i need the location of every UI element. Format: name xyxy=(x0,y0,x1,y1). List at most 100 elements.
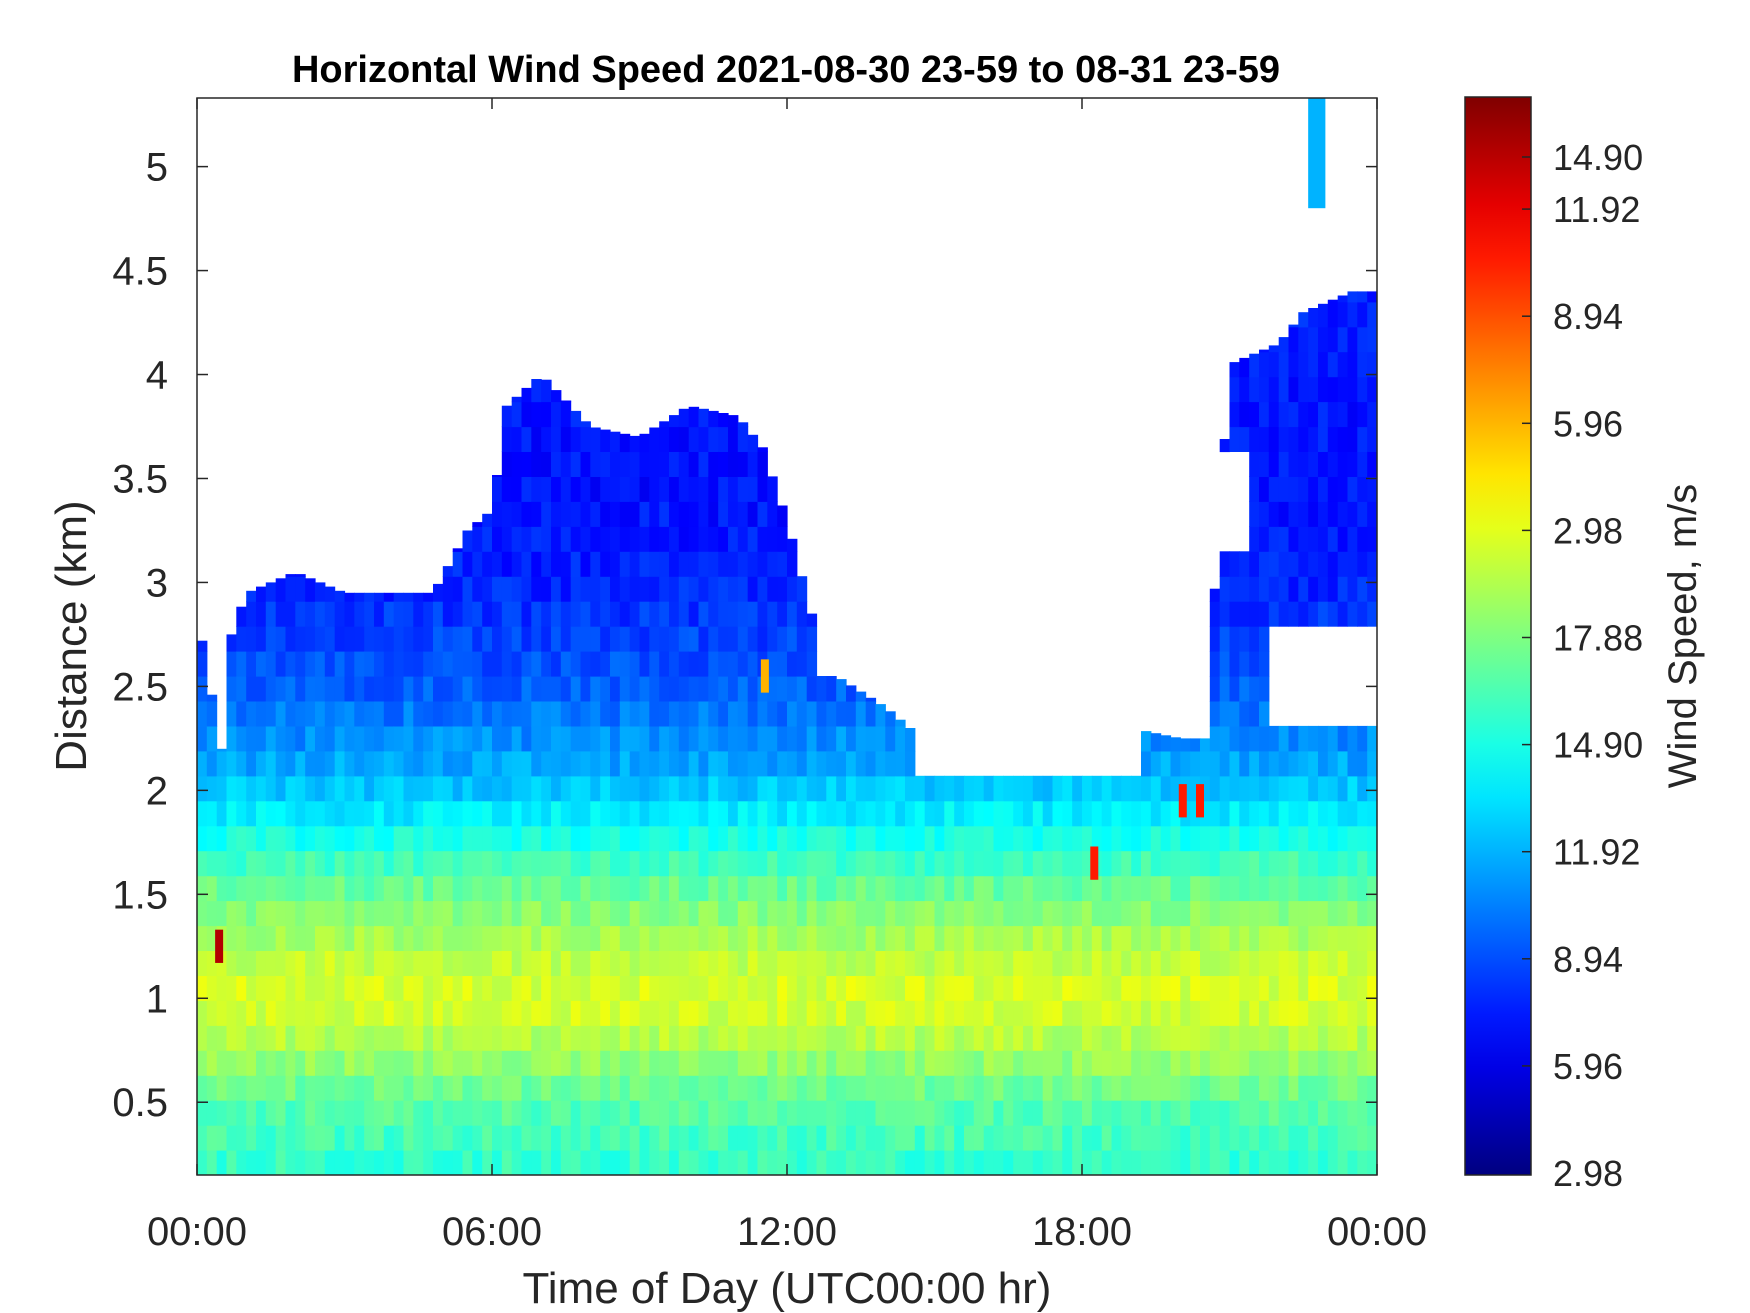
heatmap-cell xyxy=(1229,975,1240,1001)
heatmap-cell xyxy=(236,626,247,652)
heatmap-cell xyxy=(521,1100,532,1126)
heatmap-cell xyxy=(236,701,247,727)
heatmap-cell xyxy=(767,975,778,1001)
heatmap-cell xyxy=(482,1150,493,1175)
heatmap-cell xyxy=(1259,825,1270,852)
heatmap-cell xyxy=(767,800,778,827)
heatmap-cell xyxy=(669,1075,680,1101)
heatmap-cell xyxy=(570,601,582,627)
heatmap-cell xyxy=(728,626,739,652)
heatmap-cell xyxy=(836,875,847,902)
heatmap-cell xyxy=(324,651,336,677)
heatmap-cell xyxy=(1101,900,1113,927)
heatmap-cell xyxy=(1141,750,1152,777)
heatmap-cell xyxy=(531,725,542,752)
heatmap-cell xyxy=(531,750,542,777)
heatmap-cell xyxy=(1327,451,1339,477)
heatmap-cell xyxy=(698,975,709,1001)
heatmap-cell xyxy=(383,850,395,877)
heatmap-cell xyxy=(1180,738,1191,752)
heatmap-cell xyxy=(895,875,906,902)
heatmap-cell xyxy=(669,601,680,627)
heatmap-cell xyxy=(846,950,857,976)
heatmap-cell xyxy=(541,501,552,527)
heatmap-cell xyxy=(1091,1125,1103,1151)
heatmap-cell xyxy=(452,900,464,927)
heatmap-cell xyxy=(1298,800,1309,827)
heatmap-cell xyxy=(452,676,464,702)
heatmap-cell xyxy=(197,1150,208,1175)
heatmap-cell xyxy=(501,601,513,627)
heatmap-cell xyxy=(708,725,719,752)
heatmap-cell xyxy=(462,551,473,577)
heatmap-cell xyxy=(1023,800,1034,827)
heatmap-cell xyxy=(954,1000,965,1026)
heatmap-cell xyxy=(1229,651,1240,677)
heatmap-cell xyxy=(344,1100,355,1126)
heatmap-cell xyxy=(383,701,395,727)
heatmap-cell xyxy=(492,475,503,477)
heatmap-cell xyxy=(1288,324,1299,328)
heatmap-cell xyxy=(423,1150,434,1175)
heatmap-cell xyxy=(718,1075,729,1101)
heatmap-cell xyxy=(728,1100,739,1126)
heatmap-cell xyxy=(846,750,857,777)
heatmap-cell xyxy=(1190,825,1201,852)
heatmap-cell xyxy=(462,530,473,552)
heatmap-cell xyxy=(1357,850,1368,877)
heatmap-cell xyxy=(1150,825,1162,852)
heatmap-cell xyxy=(1042,1025,1054,1051)
heatmap-cell xyxy=(324,925,336,951)
heatmap-cell xyxy=(246,925,257,951)
heatmap-cell xyxy=(1327,875,1339,902)
heatmap-cell xyxy=(344,800,355,827)
heatmap-cell xyxy=(482,900,493,927)
heatmap-cell xyxy=(344,1000,355,1026)
heatmap-cell xyxy=(1121,925,1132,951)
heatmap-cell xyxy=(1288,875,1299,902)
heatmap-cell xyxy=(698,1150,709,1175)
heatmap-cell xyxy=(1180,1050,1191,1076)
heatmap-cell xyxy=(1003,1025,1014,1051)
heatmap-cell xyxy=(1121,800,1132,827)
heatmap-cell xyxy=(1239,950,1250,976)
heatmap-cell xyxy=(895,1075,906,1101)
heatmap-cell xyxy=(1268,950,1280,976)
heatmap-cell xyxy=(442,725,454,752)
heatmap-cell xyxy=(197,640,208,652)
heatmap-cell xyxy=(1318,1000,1329,1026)
heatmap-cell xyxy=(1367,900,1377,927)
heatmap-cell xyxy=(226,1150,237,1175)
heatmap-cell xyxy=(688,1125,700,1151)
heatmap-cell xyxy=(1288,900,1299,927)
heatmap-cell xyxy=(1111,1000,1122,1026)
heatmap-cell xyxy=(482,875,493,902)
heatmap-cell xyxy=(531,551,542,577)
heatmap-cell xyxy=(315,1075,326,1101)
heatmap-cell xyxy=(521,1050,532,1076)
heatmap-cell xyxy=(1023,875,1034,902)
heatmap-cell xyxy=(285,850,296,877)
heatmap-cell xyxy=(1327,601,1339,627)
heatmap-cell xyxy=(216,750,228,777)
heatmap-cell xyxy=(393,1075,405,1101)
heatmap-cell xyxy=(462,626,473,652)
heatmap-cell xyxy=(1318,750,1329,777)
heatmap-cell xyxy=(570,900,582,927)
heatmap-cell xyxy=(1150,750,1162,777)
heatmap-cell xyxy=(1200,1075,1211,1101)
heatmap-cell xyxy=(1298,875,1309,902)
heatmap-cell xyxy=(285,1125,296,1151)
heatmap-cell xyxy=(423,601,434,627)
heatmap-cell xyxy=(1131,1125,1142,1151)
heatmap-cell xyxy=(1052,850,1063,877)
heatmap-cell xyxy=(462,1150,473,1175)
heatmap-cell xyxy=(1347,750,1358,777)
heatmap-cell xyxy=(521,501,532,527)
y-tick-label: 4.5 xyxy=(112,250,168,294)
heatmap-cell xyxy=(787,1100,798,1126)
heatmap-cell xyxy=(1327,825,1339,852)
heatmap-cell xyxy=(619,1125,631,1151)
heatmap-cell xyxy=(1259,750,1270,777)
heatmap-cell xyxy=(541,426,552,452)
